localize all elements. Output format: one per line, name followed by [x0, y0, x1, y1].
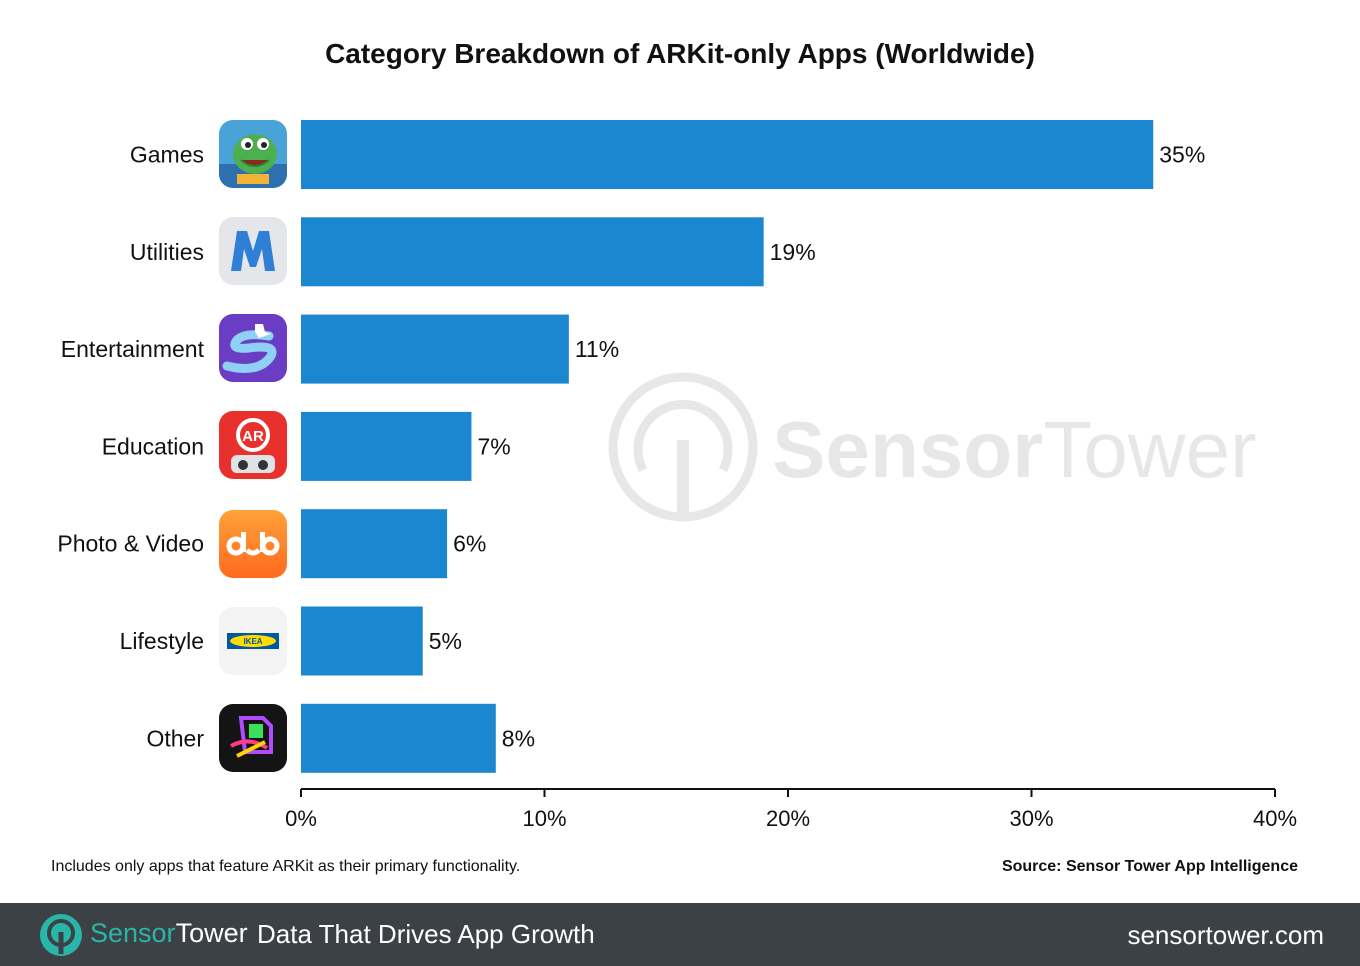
category-label-2: Entertainment — [61, 336, 205, 362]
bar-1 — [301, 217, 764, 287]
category-label-6: Other — [146, 725, 204, 751]
ar-badge-text: AR — [242, 428, 264, 445]
category-label-3: Education — [102, 433, 204, 459]
x-tick-label-2: 20% — [766, 806, 810, 831]
value-label-0: 35% — [1159, 142, 1205, 168]
category-label-4: Photo & Video — [57, 531, 204, 557]
footer-brand-part1: Sensor — [90, 918, 176, 948]
ikea-icon: IKEA — [219, 607, 287, 675]
m-letter-icon — [219, 217, 287, 285]
value-labels: 35% 19% 11% 7% 6% 5% 8% — [429, 142, 1206, 752]
bar-chart: SensorTower Games Utilities Entertainment E… — [57, 120, 1297, 831]
x-axis: 0% 10% 20% 30% 40% — [285, 788, 1297, 831]
x-tick-label-3: 30% — [1009, 806, 1053, 831]
footer-brand: SensorTower — [90, 918, 248, 949]
slide-ribbon-icon — [219, 314, 287, 382]
value-label-1: 19% — [770, 239, 816, 265]
value-label-4: 6% — [453, 531, 486, 557]
category-label-0: Games — [130, 142, 204, 168]
dinosaur-game-icon — [219, 120, 287, 188]
watermark-logo-stem — [677, 440, 689, 518]
bar-2 — [301, 314, 569, 384]
value-label-6: 8% — [502, 725, 535, 751]
footer-tagline: Data That Drives App Growth — [257, 919, 595, 949]
chart-title: Category Breakdown of ARKit-only Apps (W… — [325, 38, 1035, 69]
x-tick-label-0: 0% — [285, 806, 317, 831]
footnote: Includes only apps that feature ARKit as… — [51, 858, 521, 875]
value-label-3: 7% — [477, 433, 510, 459]
x-tick-label-4: 40% — [1253, 806, 1297, 831]
dub-icon — [219, 510, 287, 578]
watermark-logo-inner — [633, 399, 733, 473]
bars-group — [301, 120, 1154, 773]
ikea-logo-text: IKEA — [243, 637, 262, 646]
sensortower-logo-icon — [40, 914, 82, 956]
watermark-text: SensorTower — [772, 405, 1257, 494]
category-label-5: Lifestyle — [120, 628, 204, 654]
watermark-brand-part1: Sensor — [772, 405, 1043, 494]
footer-bar: SensorTower Data That Drives App Growth … — [0, 903, 1360, 966]
bar-4 — [301, 509, 448, 579]
value-label-5: 5% — [429, 628, 462, 654]
x-tick-label-1: 10% — [522, 806, 566, 831]
value-label-2: 11% — [575, 336, 619, 362]
category-labels: Games Utilities Entertainment Education Phot… — [57, 142, 204, 752]
ar-robot-icon: AR — [219, 411, 287, 479]
watermark-brand-part2: Tower — [1043, 405, 1256, 494]
watermark-logo-icon — [608, 372, 758, 522]
footer-brand-part2: Tower — [175, 918, 248, 948]
bar-0 — [301, 120, 1154, 189]
source-label: Source: Sensor Tower App Intelligence — [1001, 858, 1298, 875]
geometric-app-icon — [219, 704, 287, 772]
bar-5 — [301, 606, 423, 676]
category-label-1: Utilities — [130, 239, 204, 265]
bar-3 — [301, 411, 472, 481]
bar-6 — [301, 703, 496, 773]
footer-site-link[interactable]: sensortower.com — [1127, 920, 1324, 950]
sensortower-watermark: SensorTower — [608, 372, 1257, 522]
